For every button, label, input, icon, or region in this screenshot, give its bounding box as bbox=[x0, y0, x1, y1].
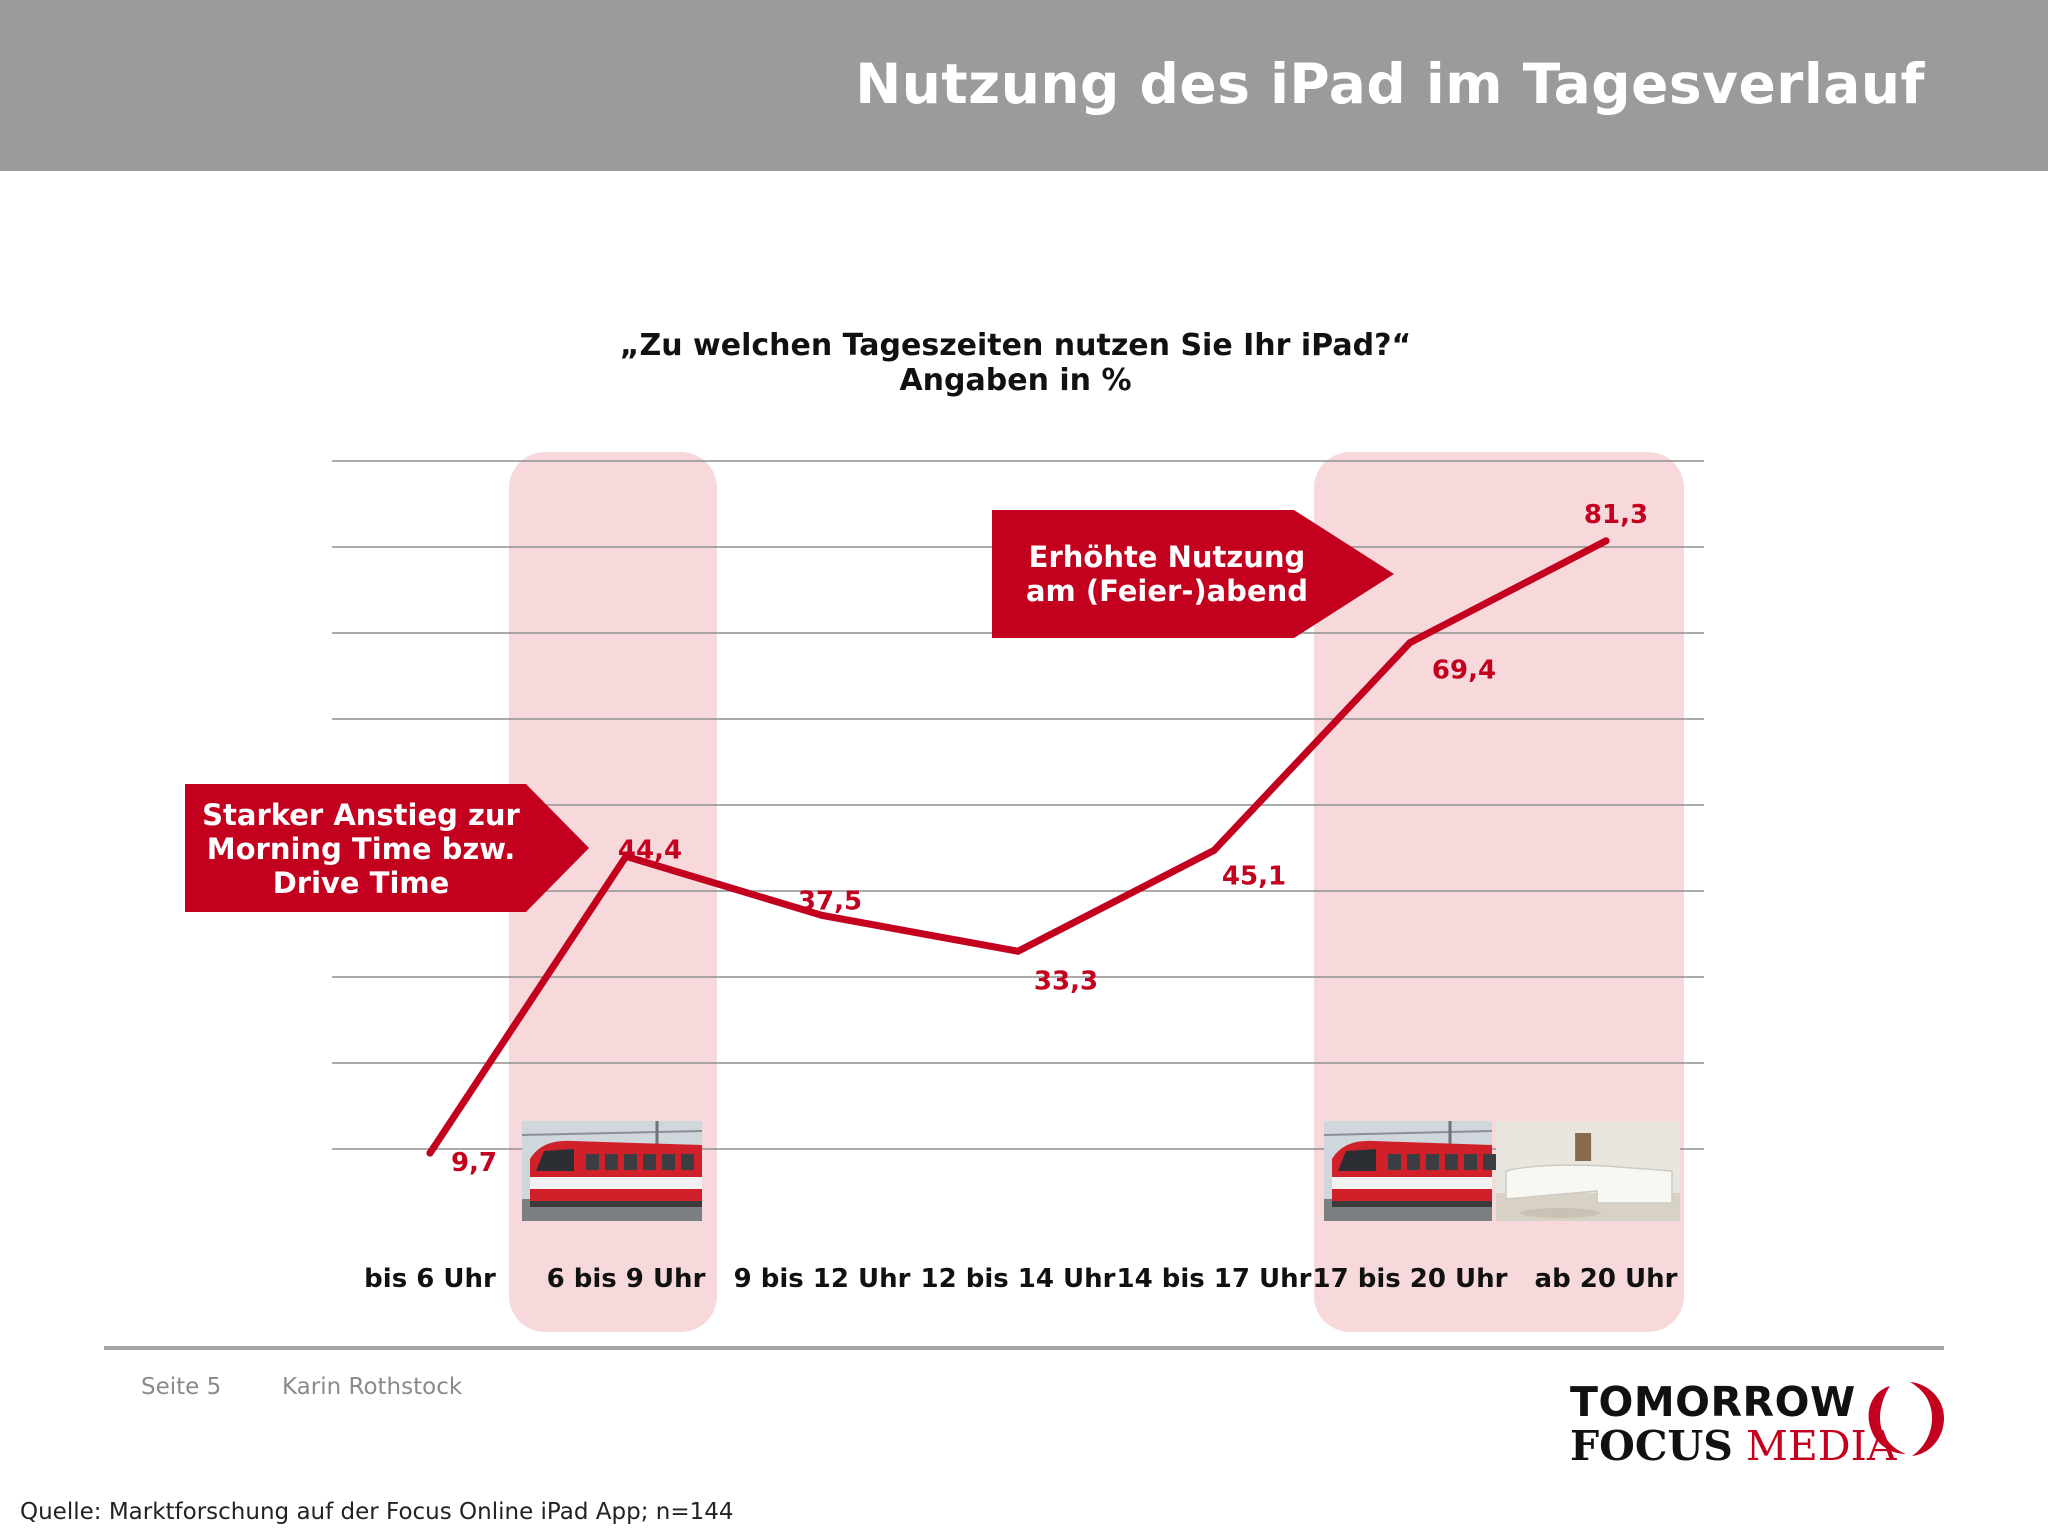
x-tick-label: 9 bis 12 Uhr bbox=[734, 1264, 911, 1294]
data-point bbox=[426, 1149, 434, 1157]
x-tick-label: bis 6 Uhr bbox=[364, 1264, 496, 1294]
author-name: Karin Rothstock bbox=[282, 1374, 463, 1400]
highlight-band bbox=[509, 452, 717, 1332]
slide-title: Nutzung des iPad im Tagesverlauf bbox=[855, 52, 1925, 116]
data-point bbox=[622, 852, 630, 860]
chart-subtitle: Angaben in % bbox=[899, 363, 1132, 398]
train-photo-icon bbox=[1323, 1121, 1496, 1221]
callout-evening-arrow bbox=[992, 510, 1394, 638]
data-label: 37,5 bbox=[798, 886, 862, 916]
logo-text-tomorrow: TOMORROW bbox=[1570, 1378, 1856, 1426]
slide-header: Nutzung des iPad im Tagesverlauf bbox=[0, 0, 2048, 171]
logo-text-focus-media: FOCUS MEDIA bbox=[1570, 1422, 1896, 1470]
tomorrow-focus-media-logo: TOMORROW FOCUS MEDIA bbox=[1568, 1374, 1948, 1474]
callout-evening-line: Erhöhte Nutzung bbox=[1028, 540, 1306, 574]
data-label: 9,7 bbox=[451, 1148, 497, 1178]
footer-divider bbox=[104, 1346, 1944, 1350]
data-label: 44,4 bbox=[618, 835, 682, 865]
page-number: Seite 5 bbox=[141, 1374, 222, 1400]
data-label: 81,3 bbox=[1584, 500, 1648, 530]
x-tick-label: 17 bis 20 Uhr bbox=[1313, 1264, 1508, 1294]
callout-morning-arrow bbox=[185, 784, 589, 912]
callout-morning-text: Starker Anstieg zur Morning Time bzw. Dr… bbox=[186, 798, 536, 900]
callout-evening-text: Erhöhte Nutzung am (Feier-)abend bbox=[992, 540, 1342, 608]
chart-title: „Zu welchen Tageszeiten nutzen Sie Ihr i… bbox=[619, 328, 1412, 363]
x-axis-labels: bis 6 Uhr 6 bis 9 Uhr 9 bis 12 Uhr 12 bis 1… bbox=[364, 1264, 1677, 1294]
series bbox=[426, 537, 1610, 1157]
callout-morning-line: Morning Time bzw. bbox=[206, 832, 516, 866]
data-label: 45,1 bbox=[1222, 861, 1286, 891]
highlight-bands bbox=[509, 452, 1684, 1332]
data-point bbox=[1602, 537, 1610, 545]
data-labels: 9,7 44,4 37,5 33,3 45,1 69,4 81,3 bbox=[451, 500, 1648, 1178]
logo-text-focus: FOCUS bbox=[1570, 1422, 1733, 1470]
data-label: 69,4 bbox=[1432, 656, 1496, 686]
photos bbox=[521, 1121, 1680, 1221]
callout-evening-line: am (Feier-)abend bbox=[1025, 574, 1309, 608]
data-label: 33,3 bbox=[1034, 966, 1098, 996]
source-note: Quelle: Marktforschung auf der Focus Onl… bbox=[20, 1499, 734, 1525]
data-point bbox=[1210, 846, 1218, 854]
logo-ring-icon bbox=[1868, 1382, 1944, 1456]
x-tick-label: 12 bis 14 Uhr bbox=[921, 1264, 1116, 1294]
living-room-photo-icon bbox=[1496, 1121, 1680, 1221]
data-point bbox=[1014, 947, 1022, 955]
data-point bbox=[818, 911, 826, 919]
chart-title-block: „Zu welchen Tageszeiten nutzen Sie Ihr i… bbox=[0, 328, 2031, 398]
x-tick-label: 6 bis 9 Uhr bbox=[547, 1264, 706, 1294]
highlight-band bbox=[1314, 452, 1684, 1332]
x-tick-label: ab 20 Uhr bbox=[1535, 1264, 1678, 1294]
data-point bbox=[1406, 639, 1414, 647]
train-photo-icon bbox=[521, 1121, 703, 1221]
line-chart: 9,7 44,4 37,5 33,3 45,1 69,4 81,3 bis 6 Uhr 6 b… bbox=[185, 452, 1704, 1332]
x-tick-label: 14 bis 17 Uhr bbox=[1117, 1264, 1312, 1294]
callouts bbox=[185, 510, 1394, 912]
callout-morning-line: Starker Anstieg zur bbox=[202, 798, 520, 832]
callout-morning-line: Drive Time bbox=[272, 866, 450, 900]
